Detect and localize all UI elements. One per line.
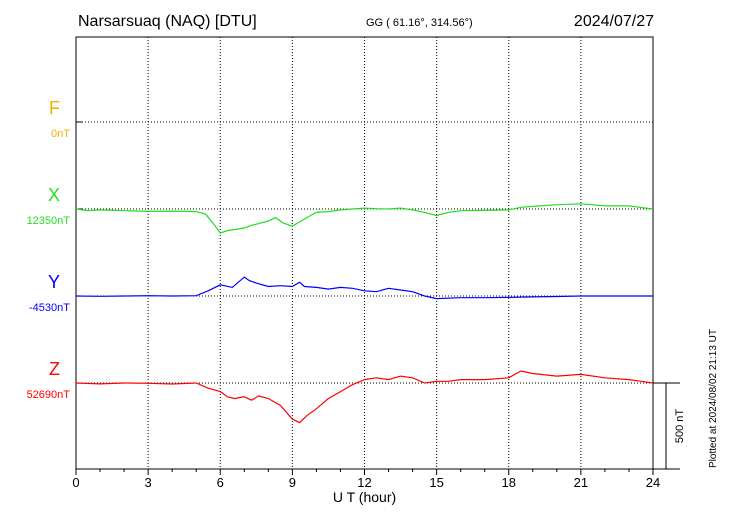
channel-name-x: X xyxy=(47,185,60,205)
x-axis-label: U T (hour) xyxy=(333,489,396,505)
channel-baseline-y: -4530nT xyxy=(29,302,70,314)
x-tick-label: 21 xyxy=(574,475,588,490)
channel-name-f: F xyxy=(49,98,60,118)
x-tick-label: 24 xyxy=(646,475,660,490)
x-tick-label: 9 xyxy=(289,475,296,490)
channel-name-z: Z xyxy=(49,359,60,379)
series-line-y xyxy=(75,276,653,300)
series-line-z xyxy=(75,370,654,424)
channel-baseline-x: 12350nT xyxy=(26,215,70,227)
plot-date: 2024/07/27 xyxy=(573,13,654,30)
x-tick-label: 18 xyxy=(502,475,516,490)
channel-baseline-f: 0nT xyxy=(51,128,70,140)
x-tick-label: 3 xyxy=(145,475,152,490)
scale-bar-label: 500 nT xyxy=(674,409,686,444)
channel-name-y: Y xyxy=(47,272,60,292)
station-coordinates: GG ( 61.16°, 314.56°) xyxy=(366,17,473,29)
channel-baseline-z: 52690nT xyxy=(26,389,70,401)
x-tick-label: 0 xyxy=(72,475,79,490)
station-title: Narsarsuaq (NAQ) [DTU] xyxy=(78,13,257,30)
x-tick-label: 6 xyxy=(217,475,224,490)
series-line-x xyxy=(75,203,654,234)
x-tick-label: 12 xyxy=(357,475,371,490)
x-tick-label: 15 xyxy=(429,475,443,490)
